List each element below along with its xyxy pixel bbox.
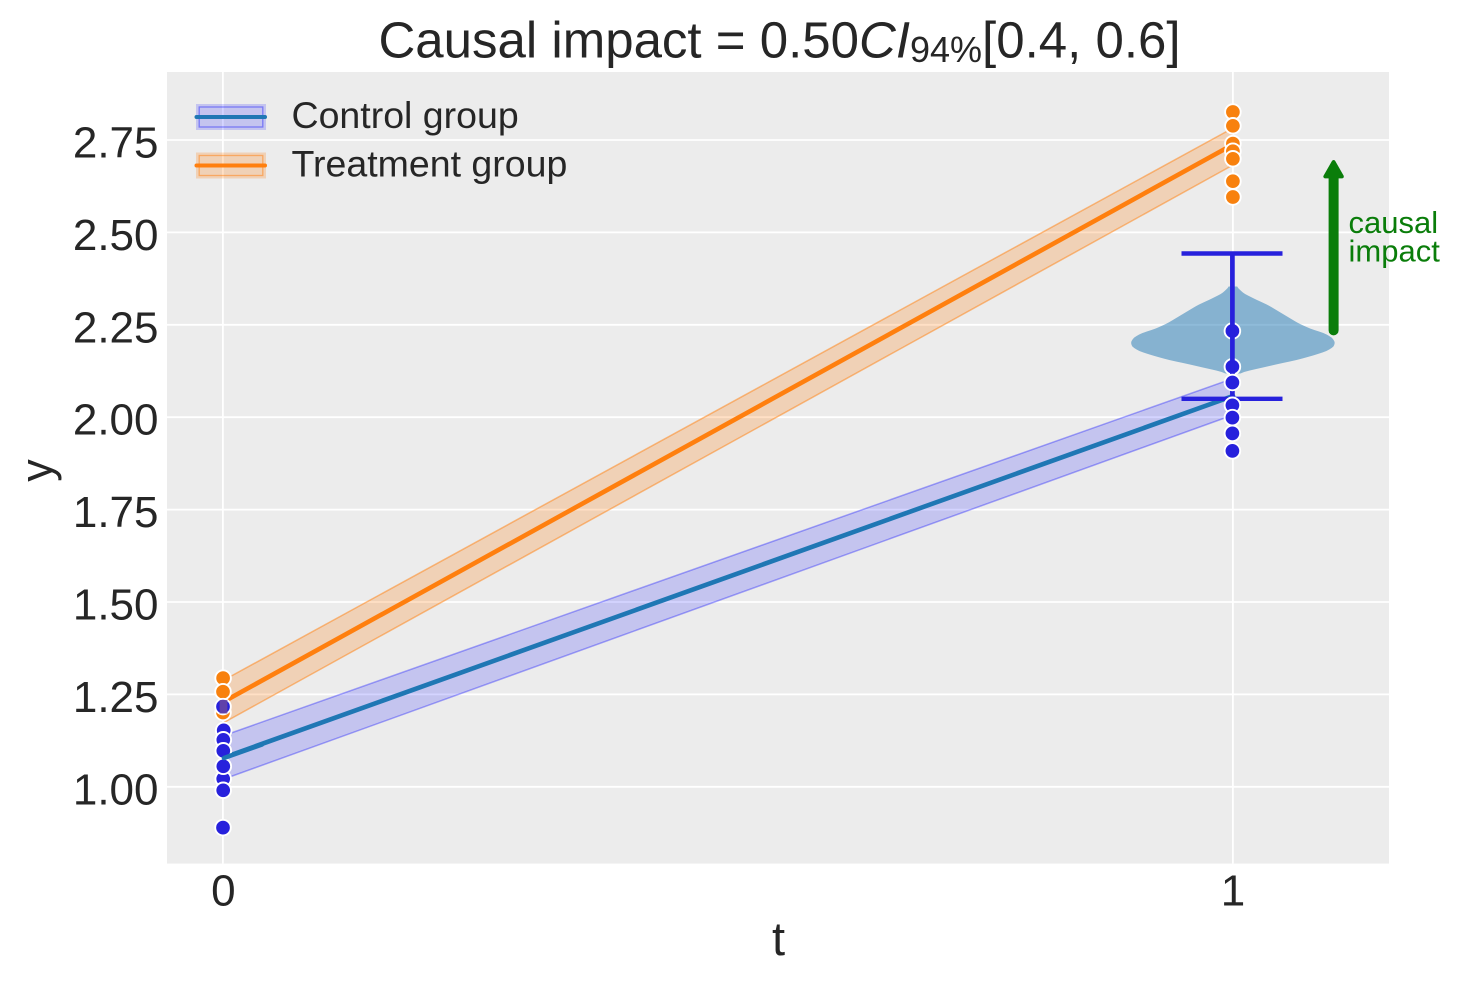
svg-text:1.25: 1.25 <box>73 673 159 722</box>
svg-text:1.00: 1.00 <box>73 765 159 814</box>
svg-text:y: y <box>11 459 62 482</box>
svg-text:1: 1 <box>1221 867 1245 916</box>
svg-text:t: t <box>772 912 785 965</box>
svg-text:1.75: 1.75 <box>73 488 159 537</box>
svg-text:Control group: Control group <box>292 94 519 136</box>
svg-text:2.50: 2.50 <box>73 211 159 260</box>
svg-text:2.75: 2.75 <box>73 119 159 168</box>
svg-text:1.50: 1.50 <box>73 581 159 630</box>
svg-text:2.00: 2.00 <box>73 396 159 445</box>
svg-text:2.25: 2.25 <box>73 303 159 352</box>
svg-text:0: 0 <box>211 867 235 916</box>
svg-text:Causal impact = 0.50CI94%[0.4,: Causal impact = 0.50CI94%[0.4, 0.6] <box>378 12 1180 71</box>
svg-text:causal: causal <box>1349 205 1439 240</box>
svg-text:Treatment group: Treatment group <box>292 143 568 185</box>
svg-text:impact: impact <box>1349 234 1441 269</box>
